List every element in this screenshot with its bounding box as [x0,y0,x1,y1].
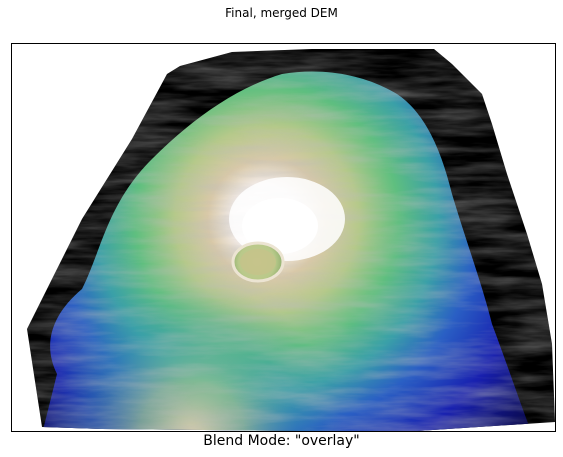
dem-axes [11,43,556,432]
x-axis-label: Blend Mode: "overlay" [203,433,360,449]
figure-title: Final, merged DEM [225,6,338,20]
dem-image [27,49,555,431]
